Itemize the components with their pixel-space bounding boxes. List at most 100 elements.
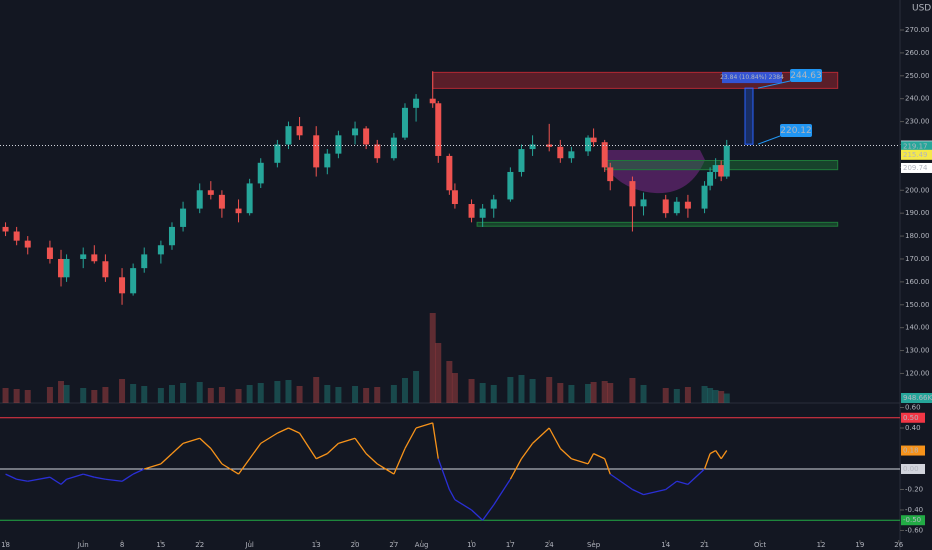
price-label-bg — [901, 141, 932, 152]
x-tick-label: 27 — [389, 541, 398, 549]
oscillator-segment — [326, 442, 339, 455]
oscillator-segment — [720, 450, 728, 460]
oscillator-segment — [365, 453, 378, 465]
oscillator-segment — [509, 458, 523, 480]
y-tick-label: 150.00 — [905, 301, 930, 309]
candle-body — [141, 254, 148, 269]
y-tick-label: 230.00 — [905, 118, 930, 126]
volume-bar — [157, 388, 164, 403]
price-label: 219.17 — [903, 142, 928, 150]
volume-bar — [335, 387, 342, 403]
oscillator-segment — [277, 427, 289, 434]
candle-body — [235, 208, 242, 214]
candle-body — [91, 254, 98, 262]
candle-body — [601, 142, 608, 168]
price-label-bg — [901, 149, 932, 160]
candle-body — [58, 258, 65, 278]
candle-body — [80, 254, 87, 259]
x-tick-label: 19 — [855, 541, 864, 549]
oscillator-segment — [454, 499, 472, 511]
x-tick-label: Sep — [587, 541, 601, 549]
oscillator-segment — [221, 463, 239, 475]
candle-body — [246, 183, 253, 214]
oscillator-segment — [16, 478, 28, 482]
volume-bar — [590, 382, 597, 403]
volume-bar — [701, 386, 708, 403]
x-tick-label: 10 — [467, 541, 476, 549]
callout-pointer — [757, 135, 781, 145]
volume-bar — [546, 377, 553, 403]
x-tick-label: 15 — [156, 541, 165, 549]
candle-body — [629, 181, 636, 207]
y2-tick-label: -0.20 — [905, 485, 923, 493]
candle-body — [568, 151, 575, 159]
oscillator-segment — [482, 504, 495, 521]
volume-bar — [712, 390, 719, 403]
candle-body — [557, 146, 564, 159]
volume-bar — [80, 388, 87, 403]
candle-body — [429, 98, 436, 104]
y-tick-label: 250.00 — [905, 72, 930, 80]
volume-bar — [141, 386, 148, 403]
oscillator-segment — [376, 463, 395, 475]
oscillator-segment — [632, 488, 644, 496]
callout-bg — [780, 124, 812, 137]
volume-bar — [629, 378, 636, 403]
volume-bar — [557, 383, 564, 403]
oscillator-segment — [404, 427, 417, 449]
oscillator-segment — [432, 422, 439, 459]
volume-bar — [180, 383, 187, 403]
candle-body — [2, 226, 9, 232]
callout-bg — [790, 69, 822, 82]
volume-bar — [207, 388, 214, 403]
oscillator-segment — [703, 453, 711, 470]
y-tick-label: 170.00 — [905, 255, 930, 263]
x-tick-label: 22 — [195, 541, 204, 549]
oscillator-segment — [171, 442, 184, 455]
oscillator-segment — [709, 449, 716, 455]
y-tick-label: 260.00 — [905, 49, 930, 57]
y-tick-label: 200.00 — [905, 186, 930, 194]
y-tick-label: 240.00 — [905, 95, 930, 103]
oscillator-segment — [105, 478, 123, 482]
candle-body — [585, 137, 592, 152]
oscillator-segment — [299, 432, 317, 460]
x-tick-label: 20 — [351, 541, 360, 549]
volume-bar — [607, 383, 614, 403]
candle-body — [180, 208, 187, 227]
oscillator-segment — [676, 480, 689, 485]
oscillator-segment — [238, 458, 251, 475]
y-tick-label: 120.00 — [905, 369, 930, 377]
candle-body — [435, 103, 442, 156]
oscillator-segment — [83, 473, 95, 478]
volume-bar — [446, 361, 453, 403]
callout-pointer — [757, 80, 791, 89]
oscillator-segment — [338, 437, 356, 444]
x-tick-label: 12 — [817, 541, 826, 549]
measure-label: 23.84 (10.84%) 2384 — [720, 74, 784, 81]
x-tick-label: Jun — [77, 541, 89, 549]
candle-body — [662, 199, 669, 214]
oscillator-segment — [288, 427, 300, 434]
oscillator-segment — [665, 480, 678, 491]
candle-body — [352, 128, 359, 136]
callout: 244.63 — [790, 71, 822, 81]
volume-bar — [102, 387, 109, 403]
oscillator-segment — [643, 488, 666, 496]
osc-last-bg — [901, 445, 925, 456]
volume-bar — [640, 385, 647, 403]
volume-bar — [313, 377, 320, 403]
y2-tick-label: -0.40 — [905, 506, 923, 514]
x-tick-label: Jul — [244, 541, 254, 549]
y-tick-label: 270.00 — [905, 26, 930, 34]
candle-body — [168, 226, 175, 246]
candle-body — [324, 153, 331, 168]
volume-bar — [58, 381, 65, 403]
oscillator-segment — [715, 450, 722, 460]
x-tick-label: 14 — [661, 541, 670, 549]
candle-body — [701, 185, 708, 209]
volume-bar — [196, 382, 203, 403]
oscillator-segment — [121, 473, 134, 482]
